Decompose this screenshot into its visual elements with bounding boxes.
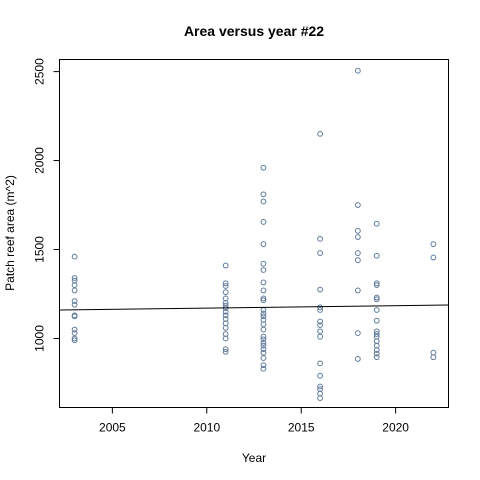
data-point xyxy=(317,307,323,313)
data-point xyxy=(373,280,380,287)
data-point xyxy=(222,324,229,331)
data-point xyxy=(354,257,361,264)
data-point xyxy=(317,286,323,293)
x-tick-label: 2005 xyxy=(99,421,126,435)
data-point xyxy=(430,354,437,361)
data-point xyxy=(222,299,229,306)
x-axis-label: Year xyxy=(242,451,266,465)
data-point xyxy=(373,350,380,357)
data-point xyxy=(373,317,380,324)
data-point xyxy=(354,234,361,240)
data-point xyxy=(71,282,78,289)
y-tick-label: 2000 xyxy=(33,147,47,174)
data-point xyxy=(317,250,323,256)
data-point xyxy=(71,337,78,344)
x-tick-label: 2010 xyxy=(193,421,220,435)
data-point xyxy=(260,346,267,353)
data-point xyxy=(260,349,267,356)
data-point xyxy=(260,191,267,198)
data-point xyxy=(373,347,380,353)
data-point xyxy=(260,297,267,304)
data-point xyxy=(260,313,267,320)
data-point xyxy=(71,326,78,333)
data-point xyxy=(317,372,323,379)
trend-line xyxy=(59,304,449,311)
data-point xyxy=(373,354,380,361)
data-point xyxy=(354,356,361,362)
data-point xyxy=(71,330,78,337)
data-point xyxy=(354,67,361,74)
data-point xyxy=(260,310,267,317)
data-point xyxy=(222,289,229,296)
data-point xyxy=(260,241,267,248)
data-point xyxy=(260,362,267,369)
data-point xyxy=(260,164,267,171)
data-point xyxy=(317,333,323,340)
data-point xyxy=(317,318,323,325)
data-point xyxy=(260,287,267,294)
data-point xyxy=(222,312,229,319)
data-point xyxy=(260,365,267,372)
data-point xyxy=(71,287,78,294)
data-point xyxy=(71,253,78,260)
data-point xyxy=(373,331,380,337)
data-point xyxy=(222,348,229,355)
data-point xyxy=(373,294,380,301)
y-tick-label: 2500 xyxy=(33,58,47,85)
data-point xyxy=(317,328,323,335)
data-point xyxy=(354,330,361,337)
data-point xyxy=(373,307,380,313)
data-point xyxy=(222,280,229,287)
plot-frame xyxy=(59,59,449,408)
data-point xyxy=(317,304,323,311)
data-point xyxy=(260,267,267,273)
data-point xyxy=(260,342,267,349)
data-point xyxy=(430,241,437,248)
data-point xyxy=(373,282,380,289)
data-point xyxy=(260,295,267,302)
data-point xyxy=(260,260,267,267)
data-point xyxy=(317,322,323,329)
data-point xyxy=(317,235,323,242)
data-point xyxy=(317,360,323,367)
data-point xyxy=(354,250,361,256)
x-tick-label: 2020 xyxy=(382,421,409,435)
data-point xyxy=(373,328,380,335)
data-point xyxy=(222,335,229,342)
data-point xyxy=(222,283,229,289)
data-point xyxy=(260,333,267,340)
chart-title: Area versus year #22 xyxy=(184,23,324,39)
data-point xyxy=(71,313,78,320)
data-point xyxy=(317,130,323,137)
data-point xyxy=(260,321,267,328)
data-point xyxy=(260,326,267,333)
y-tick-label: 1500 xyxy=(33,236,47,263)
y-axis-label: Patch reef area (m^2) xyxy=(3,175,17,291)
data-point xyxy=(260,219,267,225)
data-point xyxy=(260,198,267,205)
data-point xyxy=(222,262,229,269)
x-tick-label: 2015 xyxy=(288,421,315,435)
data-point xyxy=(354,202,361,208)
data-point xyxy=(71,301,78,308)
data-point xyxy=(71,335,78,342)
data-point xyxy=(373,296,380,303)
data-point xyxy=(317,383,323,390)
data-point xyxy=(71,275,78,281)
y-tick-label: 1000 xyxy=(33,325,47,352)
data-point xyxy=(260,279,267,286)
data-point xyxy=(430,254,437,261)
data-point xyxy=(373,252,380,259)
data-point xyxy=(222,346,229,353)
data-point xyxy=(373,220,380,227)
data-point xyxy=(354,227,361,234)
data-point xyxy=(260,340,267,346)
data-point xyxy=(317,395,323,401)
data-point xyxy=(260,355,267,361)
data-point xyxy=(354,287,361,294)
data-point xyxy=(71,298,78,305)
data-point xyxy=(222,308,229,315)
data-point xyxy=(260,336,267,343)
